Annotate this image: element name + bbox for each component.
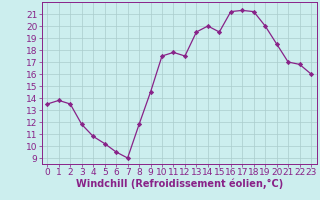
X-axis label: Windchill (Refroidissement éolien,°C): Windchill (Refroidissement éolien,°C) [76, 179, 283, 189]
